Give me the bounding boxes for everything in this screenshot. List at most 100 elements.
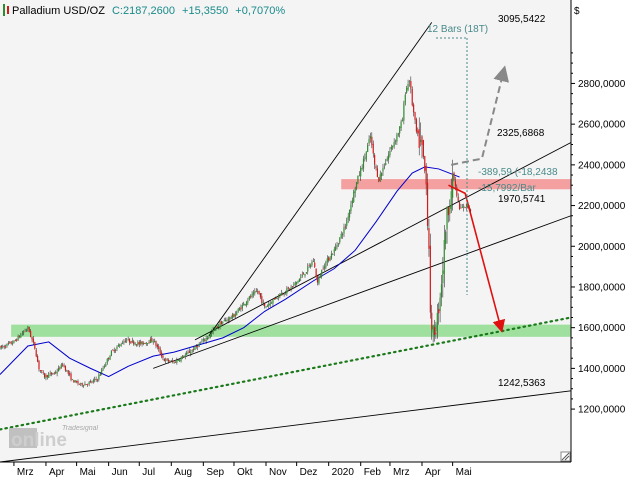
candle-body <box>194 346 196 351</box>
candle-body <box>223 320 225 322</box>
candle-body <box>156 344 158 347</box>
candle-body <box>419 139 422 143</box>
candle-body <box>393 142 395 147</box>
candle-body <box>11 343 14 345</box>
candle-body <box>250 296 252 298</box>
candle-body <box>287 287 289 289</box>
candle-body <box>10 341 12 344</box>
candle-body <box>394 140 397 142</box>
forecast-down-arrow <box>448 184 506 333</box>
candle-body <box>174 361 177 363</box>
candle-body <box>446 206 448 230</box>
candle-body <box>69 373 71 375</box>
candlesticks <box>0 76 472 388</box>
candle-body <box>183 356 185 358</box>
candle-body <box>325 262 327 268</box>
candle-body <box>407 83 409 90</box>
candle-body <box>408 81 411 83</box>
candle-body <box>428 227 430 249</box>
candle-body <box>186 352 188 355</box>
candle-body <box>277 294 280 298</box>
candle-body <box>195 345 197 347</box>
candle-body <box>470 209 472 211</box>
candle-body <box>48 374 50 378</box>
x-tick-label: Jun <box>112 467 128 478</box>
candle-body <box>7 342 9 344</box>
candle-body <box>75 381 78 383</box>
candle-body <box>162 355 164 358</box>
candle-body <box>304 274 306 276</box>
candle-body <box>177 360 179 361</box>
candle-body <box>396 134 398 142</box>
x-tick-label: Sep <box>206 467 224 478</box>
candle-body <box>57 367 60 372</box>
resistance-zone <box>341 179 571 190</box>
candle-body <box>440 284 443 298</box>
candle-body <box>365 151 367 160</box>
candle-body <box>155 341 157 346</box>
candle-body <box>270 302 273 304</box>
x-tick-label: Mai <box>80 467 96 478</box>
candle-body <box>464 207 466 208</box>
candle-body <box>312 261 314 263</box>
bars-count-label: 12 Bars (18T) <box>427 24 488 35</box>
candle-body <box>413 104 415 113</box>
candle-body <box>234 314 236 317</box>
candle-body <box>354 188 356 194</box>
candle-body <box>461 207 463 208</box>
trendline-1 <box>0 316 573 431</box>
candle-body <box>355 182 358 189</box>
y-tick-label: 2400,0000 <box>578 160 626 171</box>
candle-body <box>85 384 87 385</box>
candle-body <box>80 383 82 384</box>
candle-body <box>314 262 316 268</box>
candle-body <box>337 243 340 245</box>
candle-body <box>245 301 248 306</box>
close-value: C:2187,2600 <box>112 5 175 17</box>
level-low-label: 1242,5363 <box>498 378 546 389</box>
forecast-up-arrow <box>451 65 510 166</box>
candle-body <box>303 273 305 275</box>
trendline-4 <box>194 142 572 341</box>
candle-body <box>226 319 228 321</box>
candle-body <box>211 332 213 334</box>
resize-grip[interactable] <box>560 451 571 462</box>
candle-body <box>458 202 461 210</box>
candle-body <box>442 270 444 284</box>
candle-body <box>206 337 209 339</box>
candle-body <box>160 352 163 357</box>
candle-body <box>218 325 220 328</box>
candle-body <box>433 327 436 335</box>
y-tick-label: 1600,0000 <box>578 323 626 334</box>
moving-average-line <box>0 166 460 378</box>
candle-body <box>74 380 76 383</box>
candle-body <box>151 338 153 342</box>
candle-body <box>99 374 101 376</box>
candle-body <box>358 175 360 177</box>
candle-body <box>121 343 124 345</box>
candle-body <box>282 293 284 295</box>
candle-body <box>170 360 172 362</box>
candle-body <box>308 265 310 267</box>
candle-body <box>230 317 232 319</box>
candle-body <box>293 284 295 286</box>
candle-body <box>321 269 323 277</box>
candle-body <box>101 369 103 374</box>
candle-body <box>259 293 262 298</box>
price-zones <box>11 179 571 337</box>
candle-body <box>457 196 459 201</box>
candle-body <box>364 157 366 159</box>
trendline-3 <box>153 215 572 369</box>
candle-body <box>225 319 227 322</box>
candle-body <box>197 346 199 348</box>
candle-body <box>439 297 441 312</box>
x-tick-label: 2020 <box>332 467 355 478</box>
candle-body <box>201 341 203 343</box>
y-tick-label: 2600,0000 <box>578 120 626 131</box>
candle-body <box>382 168 384 172</box>
candle-body <box>336 244 338 247</box>
candle-body <box>20 334 22 338</box>
candle-body <box>106 358 108 363</box>
candle-body <box>417 130 419 134</box>
symbol-title: Palladium USD/OZ <box>12 5 105 17</box>
